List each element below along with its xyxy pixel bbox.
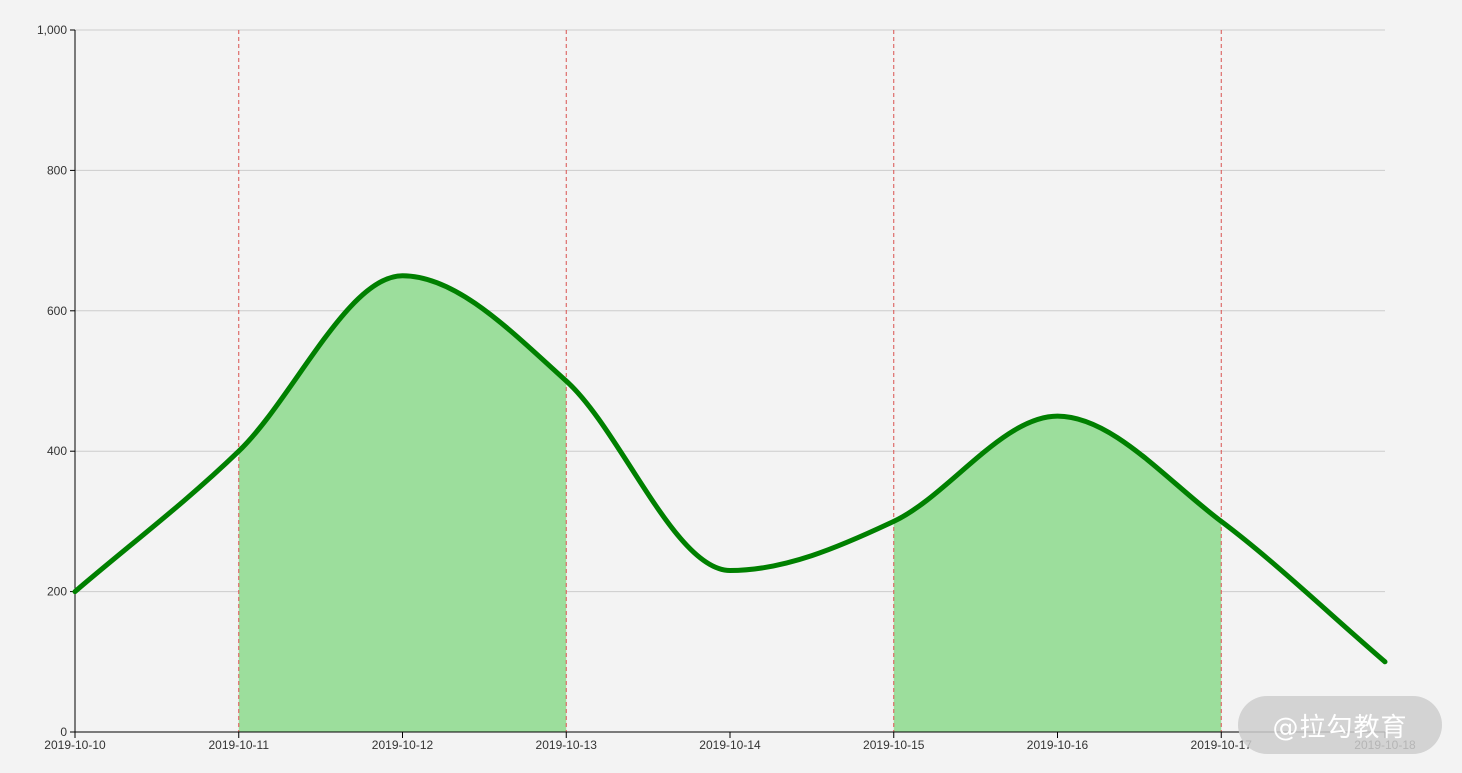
- highlight-area: [893, 416, 1222, 732]
- y-tick-label: 1,000: [37, 23, 67, 37]
- tick-labels: 0 200 400 600 800 1,000 2019-10-10 2019-10-11 20…: [37, 23, 1416, 752]
- y-tick-label: 0: [60, 725, 67, 739]
- series-lines: [72, 273, 1388, 665]
- x-tick-label: 2019-10-11: [209, 738, 270, 752]
- x-tick-label: 2019-10-10: [44, 738, 106, 752]
- watermark: @拉勾教育: [1238, 696, 1442, 754]
- axes: [70, 29, 1386, 738]
- x-tick-label: 2019-10-16: [1027, 738, 1089, 752]
- x-tick-label: 2019-10-15: [863, 738, 925, 752]
- y-tick-label: 600: [47, 304, 67, 318]
- x-tick-label: 2019-10-14: [699, 738, 761, 752]
- y-tick-label: 400: [47, 444, 67, 458]
- x-tick-label: 2019-10-12: [372, 738, 434, 752]
- x-tick-label: 2019-10-13: [536, 738, 598, 752]
- highlight-areas: [238, 275, 1222, 732]
- highlight-area: [238, 275, 567, 732]
- series-line: [72, 273, 1388, 665]
- y-tick-label: 800: [47, 163, 67, 177]
- x-tick-label: 2019-10-17: [1191, 738, 1253, 752]
- y-tick-label: 200: [47, 585, 67, 599]
